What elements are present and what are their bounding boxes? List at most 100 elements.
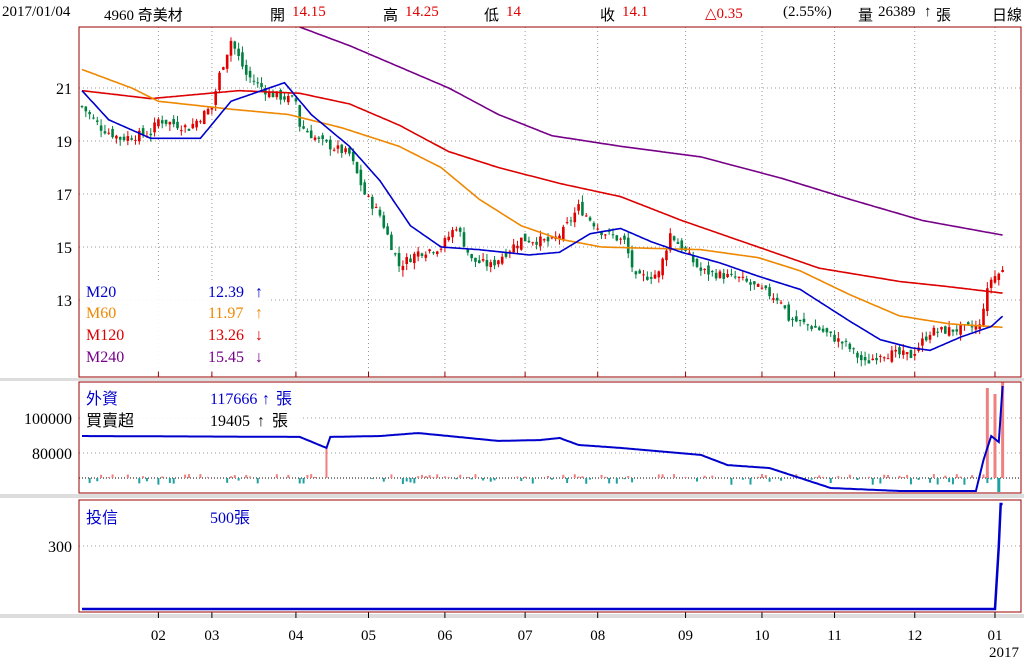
candle-body (596, 228, 599, 230)
candle-body (924, 336, 928, 341)
month-label: 06 (437, 628, 453, 644)
period-selector[interactable]: 日線 (992, 8, 1023, 24)
candle-body (374, 206, 378, 208)
price-tick-label: 13 (56, 293, 72, 310)
net-buy-bar (703, 475, 706, 478)
candle-body (707, 265, 710, 275)
candle-body (103, 131, 107, 134)
candle-body (661, 258, 664, 276)
net-buy-bar (245, 474, 248, 478)
net-buy-bar (749, 478, 752, 485)
candle-body (523, 233, 527, 242)
candle-body (321, 135, 324, 140)
net-buy-bar (520, 478, 523, 482)
net-buy-bar (287, 474, 290, 478)
candle-body (393, 253, 397, 255)
candle-body (160, 120, 164, 124)
net-buy-bar (768, 478, 771, 482)
net-buy-bar (409, 478, 412, 483)
volume-arrow-icon: ↑ (924, 4, 932, 20)
trust-holdings-line (82, 502, 1003, 611)
candle-body (680, 240, 684, 251)
candle-body (718, 271, 722, 278)
net-buy-bar (172, 478, 175, 484)
candle-body (833, 334, 836, 342)
foreign-panel-frame (78, 381, 1022, 494)
quote-date: 2017/01/04 (2, 4, 71, 20)
candle-body (183, 125, 187, 128)
candle-body (722, 273, 726, 279)
candle-body (760, 287, 764, 289)
net-buy-bar (314, 476, 317, 478)
net-buy-bar (470, 478, 473, 480)
candle-body (134, 139, 137, 141)
month-label: 08 (590, 628, 605, 644)
candle-body (332, 149, 336, 151)
stock-name: 4960 奇美材 (104, 8, 183, 24)
candle-body (271, 91, 275, 98)
month-label: 09 (678, 628, 693, 644)
candle-body (210, 106, 214, 110)
candle-body (489, 262, 493, 268)
candle-body (256, 82, 260, 84)
candle-body (806, 324, 810, 326)
candle-body (871, 358, 875, 361)
net-buy-bar (493, 478, 496, 481)
net-buy-bar (138, 478, 141, 484)
candle-body (267, 91, 271, 98)
candle-body (244, 64, 248, 75)
candle-body (351, 151, 355, 162)
candle-body (745, 278, 748, 282)
legend-ma60-name: M60 (86, 305, 116, 322)
candle-body (88, 112, 91, 115)
candle-body (986, 288, 989, 312)
net-buy-bar (944, 475, 947, 478)
candle-body (982, 308, 985, 326)
net-buy-bar (275, 474, 278, 478)
candle-body (779, 302, 783, 304)
candle-body (879, 355, 882, 357)
net-buy-bar (531, 478, 534, 484)
net-buy-bar (489, 478, 492, 482)
candle-body (588, 217, 592, 221)
candle-body (733, 276, 737, 278)
candle-body (787, 304, 790, 321)
candle-body (558, 235, 561, 239)
candle-body (187, 128, 191, 131)
trust-value: 500張 (210, 510, 250, 527)
trust-label: 投信 (86, 509, 118, 527)
candle-body (222, 67, 225, 70)
low-value: 14 (506, 4, 521, 20)
candle-body (955, 329, 959, 332)
high-label: 高 (383, 8, 399, 24)
candle-body (325, 139, 328, 142)
arrow-down-icon: ↓ (255, 327, 263, 344)
candle-body (191, 123, 195, 129)
month-label: 03 (204, 628, 219, 644)
legend-ma120-value: 13.26 (208, 327, 244, 344)
candle-body (107, 132, 111, 134)
net-buy-bar (207, 476, 210, 478)
candle-body (668, 233, 672, 251)
candle-body (764, 285, 768, 289)
foreign-tick-label: 100000 (24, 411, 72, 428)
open-value: 14.15 (292, 4, 326, 20)
candle-body (592, 223, 596, 227)
candle-body (798, 320, 802, 322)
net-buy-bar (600, 474, 603, 478)
foreign-holdings-line (82, 385, 1004, 492)
candle-body (607, 230, 611, 232)
candle-body (202, 110, 206, 125)
candle-body (424, 254, 428, 258)
net-buy-bar (887, 474, 890, 478)
net-buy-bar (459, 474, 462, 478)
candle-body (248, 70, 252, 78)
candle-body (302, 126, 305, 129)
candle-body (837, 338, 840, 342)
volume-value: 26389 (878, 4, 916, 20)
volume-label: 量 (858, 8, 874, 24)
candle-body (844, 340, 848, 342)
foreign-tick-label: 80000 (32, 446, 72, 463)
trust-panel-frame (78, 499, 1022, 613)
candle-body (638, 270, 642, 274)
